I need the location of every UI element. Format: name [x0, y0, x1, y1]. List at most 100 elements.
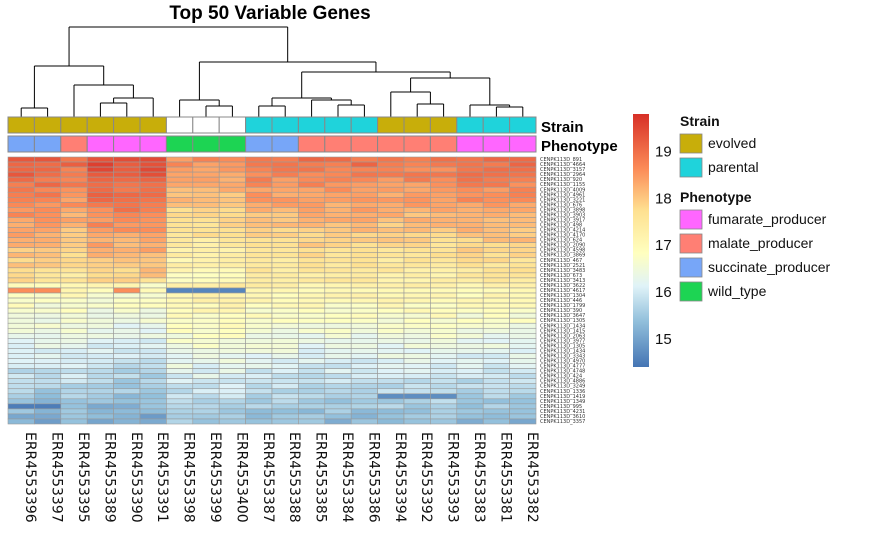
heatmap-cell [218, 358, 246, 364]
heatmap-cell [113, 222, 141, 228]
heatmap-cell [139, 292, 167, 299]
heatmap-cell [166, 333, 194, 339]
heatmap-cell [139, 227, 167, 233]
heatmap-cell [34, 156, 62, 163]
heatmap-cell [166, 252, 194, 259]
heatmap-cell [60, 252, 88, 259]
heatmap-cell [456, 348, 484, 354]
heatmap-cell [403, 272, 431, 279]
heatmap-cell [324, 156, 352, 163]
heatmap-cell [245, 186, 273, 193]
heatmap-cell [86, 277, 114, 284]
heatmap-cell [430, 393, 458, 400]
heatmap-cell [139, 378, 167, 384]
heatmap-cell [113, 227, 141, 233]
phenotype-annotation-label: Phenotype [541, 138, 618, 155]
heatmap-cell [60, 312, 88, 319]
heatmap-cell [86, 398, 114, 405]
heatmap-cell [403, 186, 431, 193]
heatmap-cell [350, 358, 378, 364]
heatmap-cell [113, 252, 141, 259]
row-label: CENPK113D_4214 [540, 228, 585, 234]
heatmap-cell [324, 343, 352, 349]
heatmap-cell [245, 232, 273, 238]
heatmap-cell [324, 166, 352, 173]
heatmap-cell [245, 287, 273, 294]
heatmap-cell [430, 222, 458, 228]
heatmap-cell [60, 322, 88, 329]
heatmap-cell [430, 267, 458, 274]
heatmap-cell [430, 368, 458, 374]
heatmap-cell [245, 217, 273, 223]
heatmap-cell [34, 287, 62, 294]
heatmap-cell [324, 353, 352, 359]
heatmap-cell [218, 207, 246, 213]
legend-swatch [679, 281, 703, 302]
column-label: ERR4553398 [181, 432, 197, 523]
heatmap-cell [218, 343, 246, 349]
heatmap-cell [430, 418, 458, 425]
heatmap-cell [245, 227, 273, 233]
heatmap-cell [86, 373, 114, 379]
heatmap-cell [166, 262, 194, 269]
heatmap-cell [245, 348, 273, 354]
heatmap-cell [350, 252, 378, 259]
heatmap-cell [509, 398, 537, 405]
heatmap-cell [7, 358, 35, 364]
heatmap-cell [166, 202, 194, 208]
heatmap-cell [60, 287, 88, 294]
heatmap-cell [324, 191, 352, 198]
heatmap-cell [139, 398, 167, 405]
heatmap-cell [34, 257, 62, 264]
heatmap-cell [192, 353, 220, 359]
heatmap-cell [509, 368, 537, 374]
heatmap-cell [192, 378, 220, 384]
heatmap-cell [113, 166, 141, 173]
heatmap-cell [218, 393, 246, 400]
heatmap-cell [271, 408, 299, 415]
heatmap-cell [192, 181, 220, 188]
heatmap-cell [86, 181, 114, 188]
heatmap-cell [271, 327, 299, 334]
heatmap-cell [139, 272, 167, 279]
heatmap-cell [456, 252, 484, 259]
heatmap-cell [113, 343, 141, 349]
heatmap-cell [377, 327, 405, 334]
heatmap-cell [403, 212, 431, 218]
heatmap-cell [192, 166, 220, 173]
heatmap-cell [377, 272, 405, 279]
heatmap-cell [139, 202, 167, 208]
heatmap-cell [430, 166, 458, 173]
heatmap-cell [192, 322, 220, 329]
heatmap-cell [245, 222, 273, 228]
heatmap-cell [456, 292, 484, 299]
row-label: CENPK113D_4617 [540, 288, 585, 294]
heatmap-cell [139, 252, 167, 259]
heatmap-cell [139, 237, 167, 243]
heatmap-cell [271, 388, 299, 395]
heatmap-cell [245, 353, 273, 359]
heatmap-cell [113, 267, 141, 274]
row-label: CENPK113D_676 [540, 202, 582, 208]
heatmap-cell [166, 191, 194, 198]
heatmap-cell [430, 333, 458, 339]
heatmap-cell [350, 222, 378, 228]
heatmap-cell [324, 272, 352, 279]
heatmap-cell [192, 176, 220, 183]
heatmap-cell [218, 212, 246, 218]
heatmap-cell [271, 338, 299, 344]
heatmap-cell [113, 232, 141, 238]
heatmap-cell [86, 388, 114, 395]
heatmap-cell [139, 418, 167, 425]
heatmap-cell [86, 322, 114, 329]
heatmap-cell [7, 327, 35, 334]
heatmap-cell [86, 343, 114, 349]
heatmap-cell [60, 202, 88, 208]
heatmap-cell [245, 338, 273, 344]
legend-swatch [679, 157, 703, 178]
phenotype-cell [429, 135, 458, 153]
column-label: ERR4553383 [471, 432, 487, 523]
heatmap-cell [271, 181, 299, 188]
heatmap-cell [7, 171, 35, 178]
heatmap-cell [218, 398, 246, 405]
